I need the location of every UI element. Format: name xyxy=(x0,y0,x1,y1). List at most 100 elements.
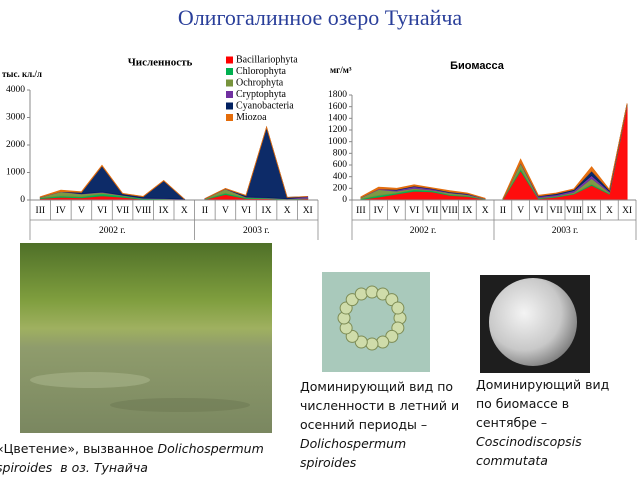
caption-line: Dolichospermum xyxy=(300,434,459,453)
legend-swatch xyxy=(226,79,233,87)
legend-label: Chlorophyta xyxy=(236,66,287,77)
x-tick-label: XI xyxy=(622,206,632,216)
caption-line: численности в летний и xyxy=(300,396,459,415)
x-tick-label: VI xyxy=(409,206,419,216)
legend-swatch xyxy=(226,91,233,98)
species-name: spiroides в оз. Тунайча xyxy=(0,460,148,475)
x-tick-label: VII xyxy=(116,206,129,216)
algae-cell xyxy=(365,285,379,299)
y-tick-label: 1200 xyxy=(328,125,347,135)
caption-line: «Цветение», вызванное Dolichospermum xyxy=(0,439,264,458)
legend-swatch xyxy=(226,102,233,110)
caption: «Цветение», вызванное Dolichospermum spir… xyxy=(0,439,264,477)
group-label: 2003 г. xyxy=(243,226,270,236)
chart-title: Биомасса xyxy=(450,60,505,72)
area-band xyxy=(502,105,628,201)
chart-title: Численность xyxy=(128,57,193,69)
caption-line: spiroides xyxy=(300,453,459,472)
x-tick-label: V xyxy=(517,206,524,216)
x-tick-label: IV xyxy=(56,206,66,216)
x-tick-label: VI xyxy=(241,206,251,216)
caption-line: Доминирующий вид по xyxy=(300,377,459,396)
x-tick-label: III xyxy=(356,206,366,216)
caption-text: по биомассе в xyxy=(476,396,570,411)
y-axis-label: тыс. кл./л xyxy=(2,69,42,79)
species-name: Dolichospermum xyxy=(157,441,264,456)
caption: Доминирующий вид по численности в летний … xyxy=(300,377,459,472)
area-band xyxy=(204,125,308,200)
y-tick-label: 1000 xyxy=(6,168,25,178)
diatom-cell xyxy=(489,278,577,366)
x-tick-label: II xyxy=(202,206,208,216)
legend-label: Bacillariophyta xyxy=(236,54,298,65)
y-tick-label: 800 xyxy=(333,149,348,159)
x-tick-label: VIII xyxy=(135,206,151,216)
y-tick-label: 3000 xyxy=(6,113,25,123)
algae-cell xyxy=(354,287,368,301)
y-tick-label: 4000 xyxy=(6,85,25,95)
x-tick-label: VII xyxy=(550,206,563,216)
group-label: 2003 г. xyxy=(552,226,579,236)
y-tick-label: 0 xyxy=(342,195,347,205)
x-tick-label: VIII xyxy=(566,206,582,216)
y-tick-label: 400 xyxy=(333,172,348,182)
caption-line: Доминирующий вид xyxy=(476,375,609,394)
caption-text: сентябре – xyxy=(476,415,548,430)
legend-label: Miozoa xyxy=(236,112,267,123)
caption-line: commutata xyxy=(476,451,609,470)
x-tick-label: X xyxy=(284,206,291,216)
y-tick-label: 200 xyxy=(333,184,348,194)
x-tick-label: VIII xyxy=(441,206,457,216)
caption-text: численности в летний и xyxy=(300,398,460,413)
area-band xyxy=(360,184,486,200)
x-tick-label: X xyxy=(482,206,489,216)
legend-label: Cyanobacteria xyxy=(236,100,294,111)
x-tick-label: VI xyxy=(533,206,543,216)
x-tick-label: IX xyxy=(262,206,272,216)
x-tick-label: IX xyxy=(462,206,472,216)
legend-swatch xyxy=(226,56,233,64)
caption-line: осенний периоды – xyxy=(300,415,459,434)
y-tick-label: 0 xyxy=(20,195,25,205)
caption-text: Доминирующий вид xyxy=(476,377,610,392)
species-name: Coscinodiscopsis xyxy=(476,434,582,449)
x-tick-label: VII xyxy=(425,206,438,216)
x-tick-label: IX xyxy=(587,206,597,216)
area-band xyxy=(502,103,628,200)
caption-line: сентябре – xyxy=(476,413,609,432)
x-tick-label: III xyxy=(36,206,46,216)
algae-cell xyxy=(376,335,390,349)
x-tick-label: V xyxy=(393,206,400,216)
algae-cell xyxy=(365,337,379,351)
x-tick-label: V xyxy=(78,206,85,216)
species-name: spiroides xyxy=(300,455,357,470)
y-tick-label: 1000 xyxy=(328,137,347,147)
caption-text: Доминирующий вид по xyxy=(300,379,454,394)
water-ripple xyxy=(30,372,150,388)
group-label: 2002 г. xyxy=(410,226,437,236)
y-tick-label: 1600 xyxy=(328,102,347,112)
caption-text: осенний периоды – xyxy=(300,417,428,432)
x-tick-label: II xyxy=(500,206,506,216)
caption-text: «Цветение», вызванное xyxy=(0,441,158,456)
area-band xyxy=(204,125,308,200)
x-tick-label: XI xyxy=(303,206,313,216)
caption: Доминирующий вид по биомассе в сентябре – C… xyxy=(476,375,609,470)
x-tick-label: X xyxy=(606,206,613,216)
y-tick-label: 600 xyxy=(333,160,348,170)
species-name: commutata xyxy=(476,453,548,468)
slide-title: Олигогалинное озеро Тунайча xyxy=(178,5,463,30)
legend-label: Cryptophyta xyxy=(236,89,287,100)
x-tick-label: X xyxy=(181,206,188,216)
y-axis-label: мг/м³ xyxy=(330,65,352,75)
caption-line: по биомассе в xyxy=(476,394,609,413)
y-tick-label: 1800 xyxy=(328,90,347,100)
legend-label: Ochrophyta xyxy=(236,77,284,88)
legend-swatch xyxy=(226,114,233,121)
x-tick-label: IV xyxy=(374,206,384,216)
x-tick-label: IX xyxy=(159,206,169,216)
caption-line: Coscinodiscopsis xyxy=(476,432,609,451)
water-ripple xyxy=(110,398,250,412)
